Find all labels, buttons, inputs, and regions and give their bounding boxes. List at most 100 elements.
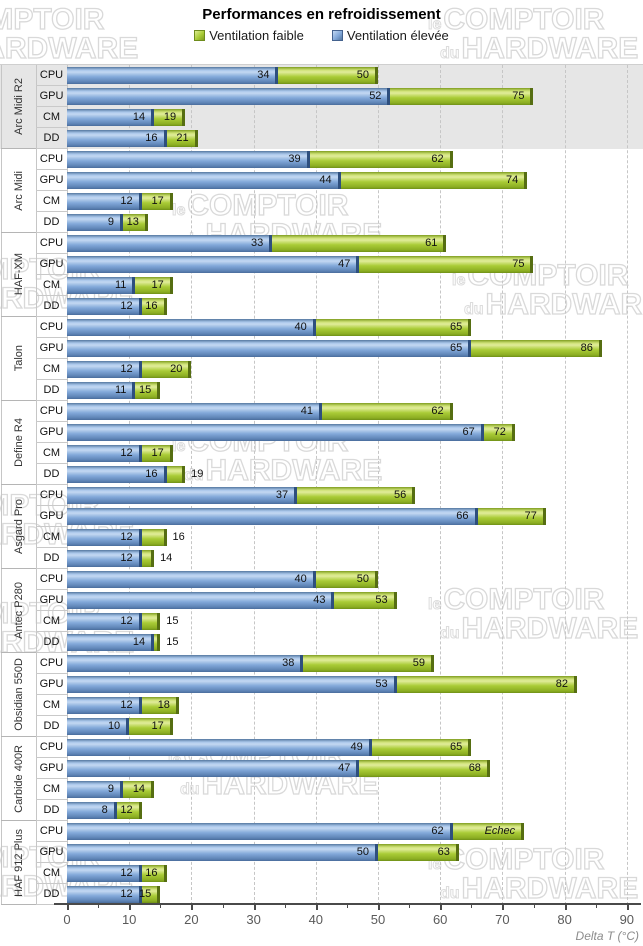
x-tick <box>440 905 443 910</box>
group-label-cell: Talon <box>1 317 36 401</box>
value-faible: 82 <box>555 678 569 690</box>
bar-ventilation-elevee: 34 <box>67 67 279 84</box>
bar-ventilation-elevee: 16 <box>67 466 167 483</box>
bar-ventilation-elevee: 12 <box>67 865 142 882</box>
bar-ventilation-elevee: 47 <box>67 760 360 777</box>
row-label: GPU <box>36 254 67 275</box>
x-tick-label: 60 <box>432 912 448 927</box>
row-label: DD <box>36 548 67 569</box>
row-label: GPU <box>36 86 67 107</box>
label-column-divider <box>1 65 2 905</box>
x-axis-title: Delta T (°C) <box>575 929 639 943</box>
value-elevee: 65 <box>450 342 463 354</box>
bar-ventilation-faible: 65 <box>315 319 472 336</box>
value-elevee: 14 <box>132 111 146 123</box>
bar-ventilation-faible: 61 <box>272 235 447 252</box>
bar-ventilation-faible: Echec <box>452 823 525 840</box>
x-tick <box>253 905 256 910</box>
value-faible: 14 <box>160 552 173 564</box>
gridline <box>440 65 442 905</box>
bar-ventilation-faible: 14 <box>141 550 172 567</box>
row-label: CPU <box>36 653 67 674</box>
bar-ventilation-faible: 15 <box>139 886 161 903</box>
bar-ventilation-faible: 20 <box>141 361 192 378</box>
group-label-cell: Obsidian 550D <box>1 653 36 737</box>
row-label: GPU <box>36 842 67 863</box>
label-column-divider <box>36 65 37 905</box>
value-elevee: 67 <box>462 426 475 438</box>
x-tick <box>284 905 286 908</box>
value-faible: 75 <box>512 90 525 102</box>
row-label: CM <box>36 107 67 128</box>
value-elevee: 11 <box>114 279 127 291</box>
row-label: CPU <box>36 65 67 86</box>
bar-ventilation-faible: 68 <box>359 760 490 777</box>
row-label: DD <box>36 380 67 401</box>
group-label: HAF 912 Plus <box>12 828 25 897</box>
value-elevee: 12 <box>120 699 133 711</box>
group-label: HAF-XM <box>12 253 25 296</box>
bar-ventilation-faible: 16 <box>141 529 185 546</box>
value-faible: 15 <box>139 888 152 900</box>
value-faible: 20 <box>170 363 183 375</box>
value-elevee: 41 <box>300 405 314 417</box>
value-faible: 74 <box>506 174 519 186</box>
value-faible: 75 <box>512 258 525 270</box>
chart-title: Performances en refroidissement <box>202 6 441 23</box>
bar-ventilation-faible: 59 <box>303 655 434 672</box>
label-column-divider <box>67 65 68 905</box>
x-tick <box>595 905 597 908</box>
bar-ventilation-elevee: 14 <box>67 109 155 126</box>
row-label: GPU <box>36 758 67 779</box>
value-elevee: 10 <box>107 720 121 732</box>
bar-ventilation-elevee: 12 <box>67 298 142 315</box>
group-label: Carbide 400R <box>12 744 25 813</box>
value-faible: Echec <box>484 825 516 837</box>
value-faible: 18 <box>157 699 170 711</box>
group-label-cell: Antec P280 <box>1 569 36 653</box>
x-tick <box>160 905 162 908</box>
bar-ventilation-elevee: 41 <box>67 403 323 420</box>
row-label: DD <box>36 212 67 233</box>
gridline <box>315 65 317 905</box>
row-label: DD <box>36 464 67 485</box>
x-axis-line <box>54 903 641 905</box>
group-label: Obsidian 550D <box>12 658 25 731</box>
row-label: CPU <box>36 149 67 170</box>
row-label: DD <box>36 716 67 737</box>
bar-ventilation-faible: 75 <box>390 88 534 105</box>
value-faible: 15 <box>139 384 152 396</box>
row-label: CM <box>36 611 67 632</box>
row-label: DD <box>36 632 67 653</box>
value-faible: 56 <box>394 489 407 501</box>
value-faible: 19 <box>163 111 177 123</box>
bar-ventilation-faible: 16 <box>141 865 167 882</box>
legend-label-faible: Ventilation faible <box>209 28 304 43</box>
bar-ventilation-elevee: 65 <box>67 340 472 357</box>
row-label: GPU <box>36 422 67 443</box>
value-elevee: 12 <box>120 867 133 879</box>
row-label: CPU <box>36 317 67 338</box>
gridline <box>191 65 193 905</box>
value-faible: 86 <box>580 342 593 354</box>
value-faible: 17 <box>151 279 164 291</box>
bar-ventilation-faible: 16 <box>141 298 167 315</box>
value-faible: 72 <box>493 426 506 438</box>
bar-ventilation-elevee: 12 <box>67 529 142 546</box>
bar-ventilation-faible: 21 <box>166 130 198 147</box>
group-label-cell: Asgard Pro <box>1 485 36 569</box>
value-elevee: 12 <box>120 300 133 312</box>
legend: Ventilation faible Ventilation élevée <box>0 28 643 43</box>
value-faible: 62 <box>431 405 444 417</box>
bar-ventilation-elevee: 62 <box>67 823 453 840</box>
value-elevee: 9 <box>107 783 114 795</box>
bar-ventilation-faible: 53 <box>334 592 397 609</box>
x-tick <box>471 905 473 908</box>
row-label: CM <box>36 695 67 716</box>
bar-ventilation-elevee: 50 <box>67 844 378 861</box>
bar-ventilation-elevee: 53 <box>67 676 397 693</box>
value-faible: 61 <box>425 237 438 249</box>
bar-ventilation-faible: 18 <box>141 697 179 714</box>
